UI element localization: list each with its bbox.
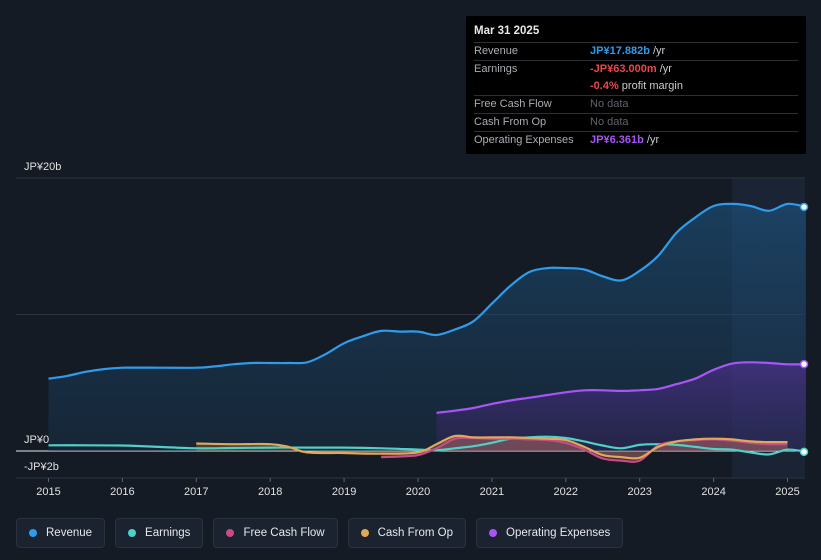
legend-item-earnings[interactable]: Earnings	[115, 518, 204, 548]
tooltip-row: Revenue JP¥17.882b /yr	[474, 42, 798, 60]
y-tick-label: JP¥20b	[24, 161, 61, 173]
x-tick-label: 2016	[110, 486, 134, 498]
revenue-end-marker	[799, 202, 809, 212]
x-tick-label: 2022	[554, 486, 578, 498]
legend-label: Operating Expenses	[506, 527, 611, 539]
operating-expenses-end-marker	[799, 359, 809, 369]
x-tick-label: 2017	[184, 486, 208, 498]
earnings-end-marker	[799, 447, 809, 457]
tooltip-row-label: Revenue	[474, 45, 519, 57]
tooltip-row: Operating Expenses JP¥6.361b /yr	[474, 131, 798, 149]
tooltip-row-value: -JP¥63.000m /yr	[590, 63, 672, 75]
x-tick-label: 2023	[627, 486, 651, 498]
legend-dot-icon	[128, 529, 137, 537]
tooltip-row-label: Cash From Op	[474, 116, 547, 128]
legend-dot-icon	[29, 529, 37, 537]
x-tick-label: 2019	[332, 486, 356, 498]
legend-item-operating-expenses[interactable]: Operating Expenses	[476, 518, 624, 548]
legend-item-cash-from-op[interactable]: Cash From Op	[347, 518, 467, 548]
tooltip-row: Earnings -JP¥63.000m /yr	[474, 60, 798, 78]
x-tick-label: 2018	[258, 486, 282, 498]
tooltip-row: Cash From Op No data	[474, 113, 798, 131]
y-tick-label: JP¥0	[24, 434, 49, 446]
x-tick-label: 2025	[775, 486, 799, 498]
tooltip-row: -0.4% profit margin	[474, 78, 798, 95]
legend-item-free-cash-flow[interactable]: Free Cash Flow	[213, 518, 338, 548]
tooltip-row-label: Operating Expenses	[474, 134, 574, 146]
revenue-line	[48, 202, 807, 380]
cash-from-op-line	[196, 434, 788, 460]
chart-legend: Revenue Earnings Free Cash Flow Cash From O…	[16, 518, 624, 548]
data-tooltip: Mar 31 2025 Revenue JP¥17.882b /yr Earning…	[466, 16, 806, 154]
tooltip-row-label: Free Cash Flow	[474, 98, 552, 110]
x-tick-label: 2020	[406, 486, 430, 498]
tooltip-date: Mar 31 2025	[474, 25, 540, 37]
revenue-area	[48, 203, 806, 451]
tooltip-row-value: No data	[590, 116, 629, 128]
tooltip-row-value: JP¥17.882b /yr	[590, 45, 666, 57]
tooltip-row-label	[474, 78, 590, 95]
tooltip-row-value: JP¥6.361b /yr	[590, 134, 660, 146]
legend-dot-icon	[489, 529, 498, 537]
operating-expenses-area	[436, 362, 806, 451]
y-tick-label: -JP¥2b	[24, 461, 59, 473]
x-tick-label: 2021	[480, 486, 504, 498]
legend-label: Cash From Op	[377, 527, 454, 539]
x-tick-label: 2015	[36, 486, 60, 498]
legend-label: Revenue	[46, 527, 93, 539]
x-tick-label: 2024	[701, 486, 725, 498]
tooltip-row-value: No data	[590, 98, 629, 110]
tooltip-row-value: -0.4% profit margin	[590, 80, 683, 92]
legend-dot-icon	[360, 529, 369, 537]
legend-dot-icon	[226, 529, 235, 537]
tooltip-row: Free Cash Flow No data	[474, 95, 798, 113]
tooltip-row-label: Earnings	[474, 63, 518, 75]
operating-expenses-line	[436, 361, 807, 414]
legend-item-revenue[interactable]: Revenue	[16, 518, 106, 548]
legend-label: Free Cash Flow	[243, 527, 325, 539]
legend-label: Earnings	[145, 527, 191, 539]
